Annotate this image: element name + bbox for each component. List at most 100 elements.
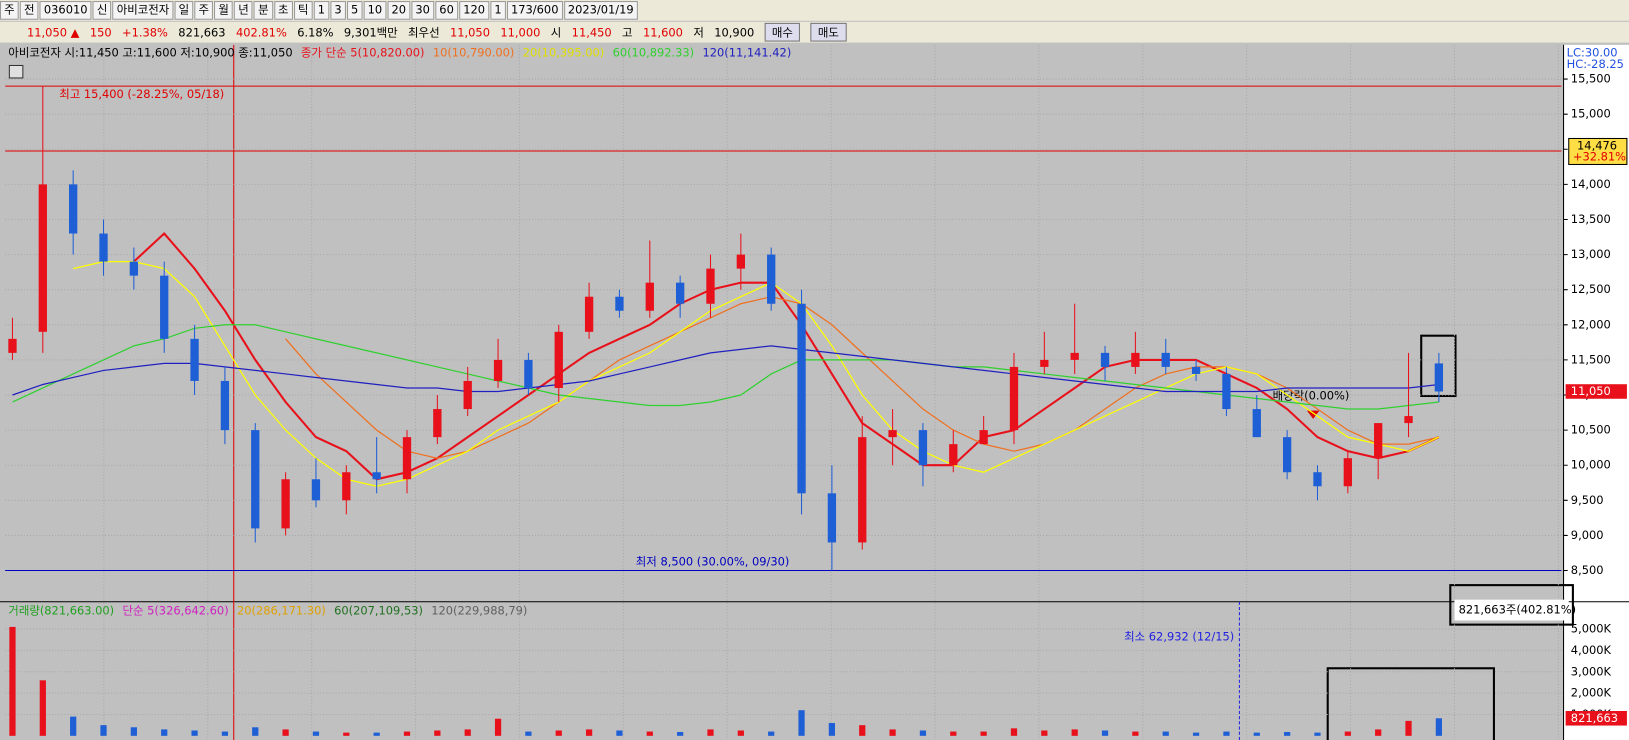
- price-box: [1568, 137, 1628, 165]
- volume-bar: [161, 729, 168, 736]
- candle-body: [1252, 409, 1261, 438]
- candle-body: [1191, 366, 1201, 374]
- info-item: 9,301백만: [343, 25, 398, 40]
- candle-body: [554, 331, 563, 388]
- toolbar-button[interactable]: 30: [411, 1, 435, 20]
- volume-bar: [70, 716, 77, 736]
- candle-body: [160, 275, 169, 339]
- volume-bar: [980, 731, 987, 736]
- volume-bar: [616, 730, 623, 736]
- toolbar-button[interactable]: 10: [363, 1, 387, 20]
- candle-body: [69, 184, 78, 234]
- info-item: 11,050: [449, 25, 490, 39]
- candle-body: [584, 296, 594, 332]
- candle-body: [767, 254, 776, 304]
- legend-entry: 120(229,988,79): [431, 604, 527, 618]
- price-change: +32.81%: [1573, 150, 1626, 164]
- toolbar-button[interactable]: 60: [435, 1, 459, 20]
- candle-body: [1343, 458, 1352, 487]
- y-tick-label: 15,500: [1571, 72, 1611, 86]
- candle-body: [524, 359, 533, 388]
- candle-body: [888, 430, 897, 438]
- toolbar-button[interactable]: 년: [234, 1, 253, 20]
- volume-bar: [919, 730, 927, 736]
- icon[interactable]: [8, 64, 24, 79]
- value-label: 821,663: [1571, 711, 1618, 725]
- legend-entry: 20(286,171.30): [237, 604, 326, 618]
- marker: [1306, 410, 1320, 419]
- candle-body: [645, 282, 654, 311]
- y-tick-label: 12,500: [1571, 282, 1611, 296]
- toolbar-button[interactable]: 초: [273, 1, 293, 20]
- y-tick-label: 4,000K: [1571, 643, 1612, 657]
- volume-bar: [39, 680, 46, 736]
- candle-body: [129, 261, 139, 276]
- info-item: 11,000: [500, 25, 541, 39]
- ma-line: [12, 345, 1439, 396]
- toolbar-button[interactable]: 틱: [293, 1, 313, 20]
- toolbar-button[interactable]: 주: [194, 1, 214, 20]
- candle-body: [1313, 472, 1322, 487]
- volume-bar: [130, 727, 137, 736]
- price-box: [1565, 384, 1627, 399]
- chart-title: 아비코전자 시:11,450 고:11,600 저:10,900 종:11,05…: [8, 46, 292, 60]
- background: [0, 44, 1629, 740]
- info-item: 시: [550, 25, 562, 40]
- toolbar-button[interactable]: 주: [0, 1, 19, 20]
- info-item: 11,600: [642, 25, 683, 39]
- y-tick-label: 3,000K: [1571, 664, 1612, 678]
- volume-bar: [403, 731, 411, 736]
- candle-body: [1282, 437, 1292, 473]
- candle-body: [342, 472, 351, 501]
- annotation: 배당락(0.00%): [1273, 389, 1350, 403]
- volume-bar: [1192, 732, 1200, 736]
- toolbar-button[interactable]: 20: [387, 1, 411, 20]
- value-box: [1565, 711, 1627, 726]
- ma-line: [133, 232, 1440, 481]
- legend-entry: 60(207,109,53): [334, 604, 423, 618]
- toolbar-button[interactable]: 2023/01/19: [563, 1, 638, 20]
- toolbar-button[interactable]: 전: [19, 1, 39, 20]
- toolbar-button[interactable]: 3: [330, 1, 346, 20]
- candle-body: [433, 409, 442, 438]
- toolbar-button[interactable]: 036010: [39, 1, 92, 20]
- order-button[interactable]: 매수: [764, 22, 801, 42]
- y-tick-label: 10,000: [1571, 458, 1611, 472]
- toolbar-button[interactable]: 5: [346, 1, 363, 20]
- candle-body: [311, 479, 321, 501]
- annotation: 최고 15,400 (-28.25%, 05/18): [59, 87, 224, 101]
- chart: 15,50015,00014,50014,00013,50013,00012,5…: [0, 44, 1629, 740]
- candle-body: [706, 268, 715, 304]
- volume-title: 거래량(821,663.00): [8, 604, 114, 618]
- y-tick-label: 13,500: [1571, 212, 1611, 226]
- candle-body: [372, 472, 381, 480]
- toolbar-button[interactable]: 분: [253, 1, 273, 20]
- candle-body: [1009, 366, 1019, 431]
- candle-body: [38, 184, 47, 332]
- box-label: 821,663주(402.81%): [1459, 603, 1576, 617]
- toolbar-button[interactable]: 신: [92, 1, 112, 20]
- ma-line: [73, 260, 1440, 487]
- annotation: 최저 8,500 (30.00%, 09/30): [636, 555, 790, 569]
- y-tick-label: 12,000: [1571, 317, 1611, 331]
- y-tick-label: 9,000: [1571, 528, 1604, 542]
- candle-body: [1404, 416, 1413, 424]
- y-tick-label: 15,000: [1571, 107, 1611, 121]
- volume-bar: [1284, 731, 1291, 736]
- toolbar-button[interactable]: 120: [459, 1, 490, 20]
- toolbar-button[interactable]: 일: [174, 1, 194, 20]
- volume-bar: [1435, 718, 1442, 736]
- toolbar-button[interactable]: 173/600: [506, 1, 563, 20]
- info-item: +1.38%: [122, 25, 168, 39]
- legend-entry: 10(10,790.00): [433, 46, 515, 60]
- candle-body: [858, 437, 867, 543]
- toolbar-button[interactable]: 1: [490, 1, 506, 20]
- order-button[interactable]: 매도: [810, 22, 847, 42]
- toolbar-button[interactable]: 월: [214, 1, 234, 20]
- volume-bar: [434, 730, 441, 736]
- info-item: 고: [622, 25, 633, 40]
- legend-entry: 단순 5(326,642.60): [122, 604, 228, 618]
- toolbar-button[interactable]: 1: [313, 1, 330, 20]
- candle-body: [220, 380, 230, 431]
- toolbar-button[interactable]: 아비코전자: [112, 1, 174, 20]
